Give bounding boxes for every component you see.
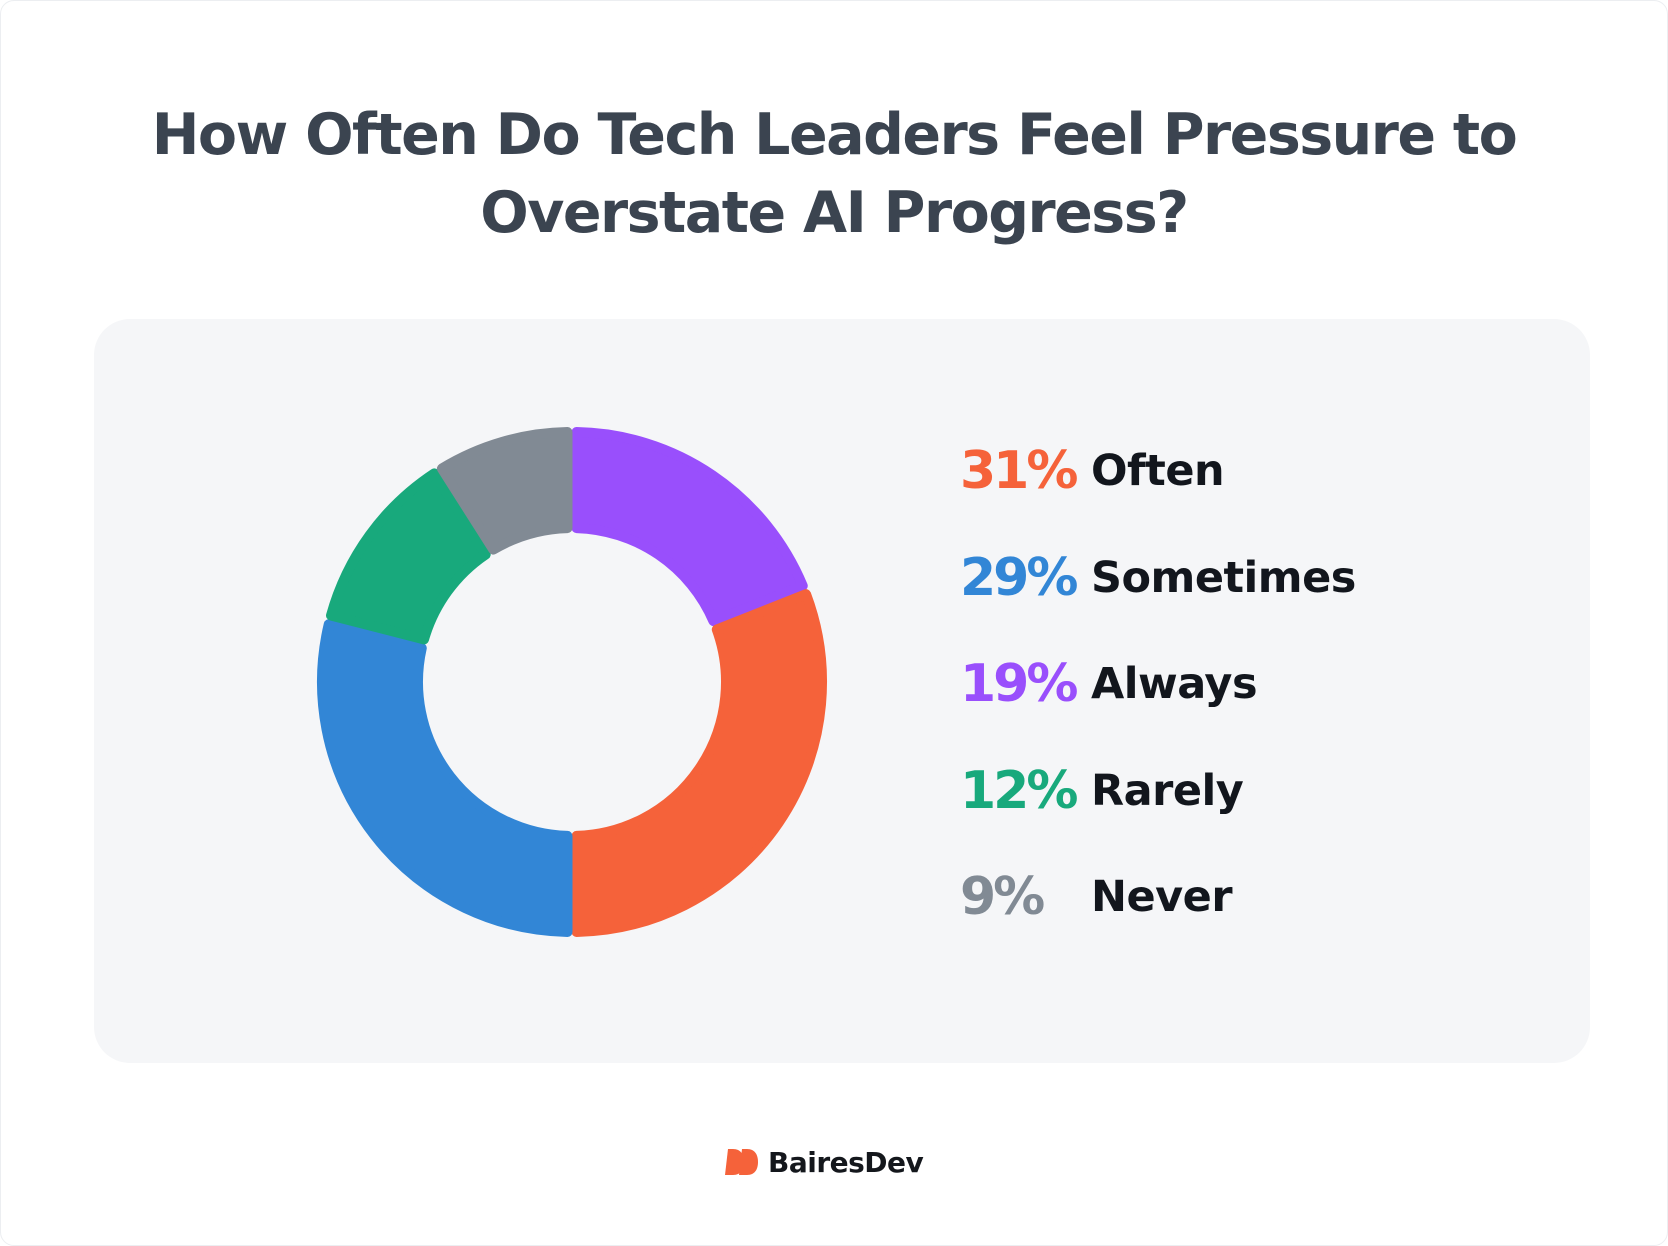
donut-slice-often (571, 589, 827, 937)
brand-footer: BairesDev (724, 1142, 924, 1182)
chart-title: How Often Do Tech Leaders Feel Pressure … (150, 96, 1518, 252)
legend-percent: 31% (960, 441, 1078, 501)
legend-label: Never (1091, 872, 1233, 922)
legend-label: Often (1091, 446, 1225, 496)
donut-slice-always (571, 427, 808, 627)
legend-item: 31% Often (960, 435, 1520, 542)
legend-percent: 12% (960, 760, 1078, 821)
legend-label: Sometimes (1091, 552, 1356, 603)
chart-title-line-1: How Often Do Tech Leaders Feel Pressure … (151, 102, 1518, 168)
legend-percent: 9% (960, 867, 1045, 927)
legend-item: 9% Never (960, 861, 1520, 968)
legend-item: 12% Rarely (960, 755, 1520, 862)
brand-name: BairesDev (768, 1145, 924, 1179)
bairesdev-logo-icon (725, 1149, 758, 1175)
donut-slice-rarely (326, 468, 491, 645)
legend-percent: 29% (960, 547, 1078, 608)
chart-title-line-2: Overstate AI Progress? (480, 180, 1189, 246)
donut-slice-never (436, 427, 573, 555)
legend-item: 29% Sometimes (960, 542, 1520, 649)
donut-chart (317, 427, 827, 937)
legend-item: 19% Always (960, 648, 1520, 755)
chart-legend: 31% Often 29% Sometimes 19% Always 12% R… (960, 435, 1520, 968)
legend-label: Rarely (1091, 765, 1244, 816)
legend-label: Always (1091, 659, 1258, 709)
donut-slice-sometimes (317, 619, 573, 937)
legend-percent: 19% (960, 654, 1078, 714)
